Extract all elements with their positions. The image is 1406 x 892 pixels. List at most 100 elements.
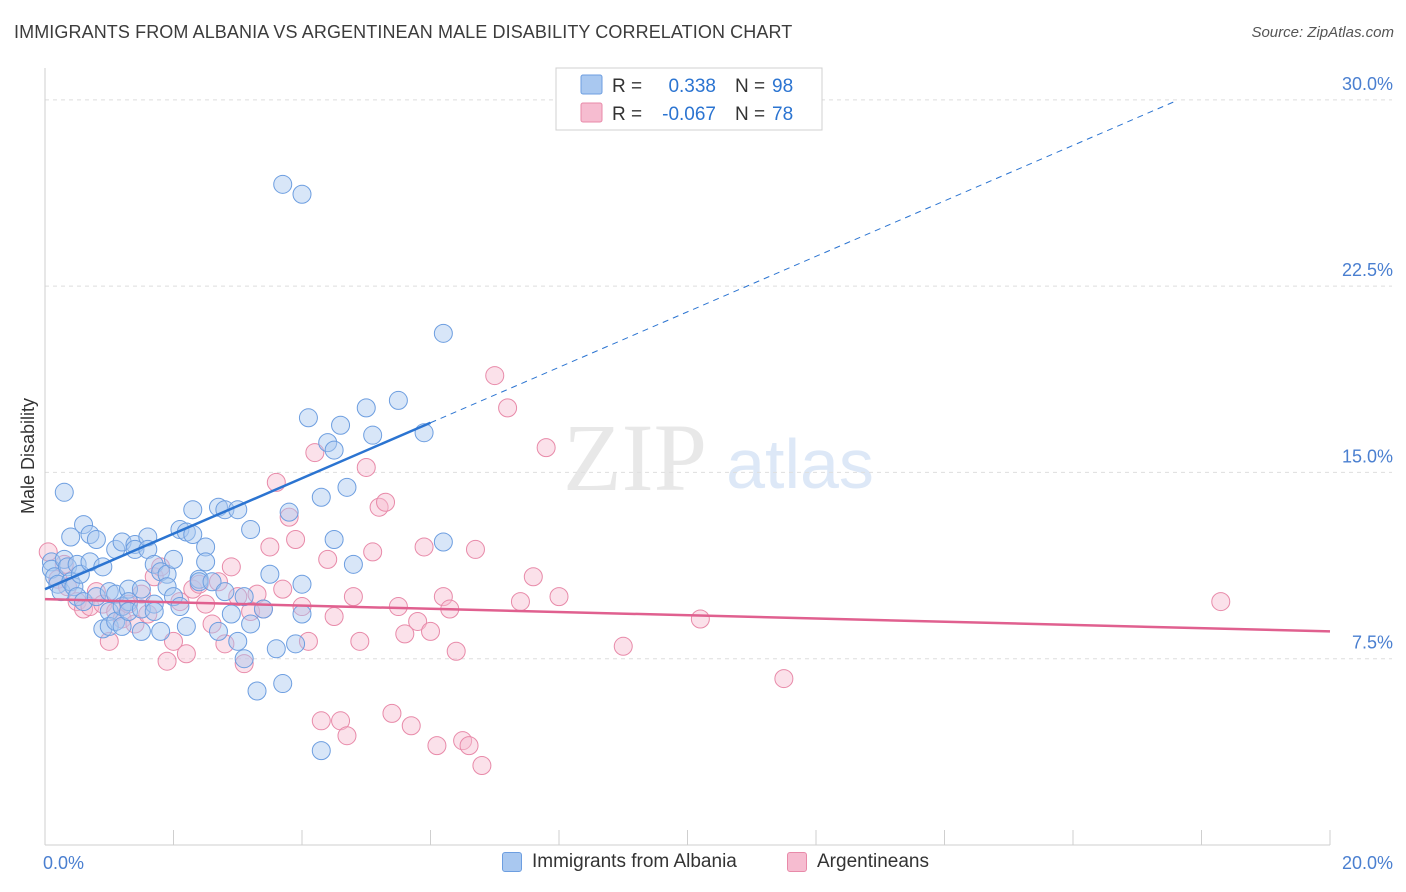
point-albania: [343, 554, 363, 574]
legend-n-label-argentineans: N =: [735, 104, 765, 125]
point-albania: [221, 604, 241, 624]
point-albania: [176, 616, 196, 636]
point-albania: [286, 634, 306, 654]
point-albania: [80, 525, 100, 545]
point-albania: [144, 594, 164, 614]
point-argentineans: [498, 398, 518, 418]
chart-source: Source: ZipAtlas.com: [1251, 24, 1394, 41]
point-argentineans: [408, 611, 428, 631]
point-albania: [241, 614, 261, 634]
point-argentineans: [388, 597, 408, 617]
point-argentineans: [427, 736, 447, 756]
point-albania: [279, 502, 299, 522]
point-albania: [228, 631, 248, 651]
point-argentineans: [99, 631, 119, 651]
watermark-atlas: atlas: [726, 425, 874, 503]
point-albania: [253, 599, 273, 619]
legend-r-label-argentineans: R =: [612, 104, 642, 125]
point-albania: [266, 639, 286, 659]
point-argentineans: [305, 443, 325, 463]
point-albania: [208, 621, 228, 641]
point-argentineans: [164, 631, 183, 651]
x-tick-label-max: 20.0%: [1342, 853, 1393, 873]
legend-n-label-albania: N =: [735, 76, 765, 97]
point-albania: [234, 587, 254, 607]
point-argentineans: [465, 539, 485, 559]
y-axis-label: Male Disability: [18, 398, 38, 514]
point-albania: [170, 597, 190, 617]
trendline-albania: [44, 421, 431, 591]
point-argentineans: [356, 457, 376, 477]
legend-top: R = 0.338 N = 98 R = -0.067 N = 78: [555, 67, 823, 131]
chart-title: IMMIGRANTS FROM ALBANIA VS ARGENTINEAN M…: [14, 22, 793, 42]
point-albania: [260, 564, 280, 584]
point-argentineans: [369, 497, 389, 517]
point-albania: [86, 529, 106, 549]
point-argentineans: [279, 507, 299, 527]
point-albania: [234, 649, 254, 669]
point-albania: [196, 552, 216, 572]
point-albania: [202, 572, 222, 592]
trendline-albania-extension: [430, 100, 1176, 424]
trend-lines: [44, 100, 1331, 633]
point-albania: [144, 554, 164, 574]
legend-bottom-albania: Immigrants from Albania: [502, 851, 737, 873]
point-albania: [331, 415, 351, 435]
watermark-zip: ZIP: [563, 404, 707, 511]
point-albania: [74, 515, 94, 535]
point-albania: [298, 408, 318, 428]
point-argentineans: [536, 438, 556, 458]
point-albania: [292, 184, 312, 204]
grid-lines: [45, 99, 1392, 660]
point-argentineans: [324, 606, 344, 626]
point-albania: [324, 440, 344, 460]
point-argentineans: [395, 624, 415, 644]
y-tick-label: 22.5%: [1342, 260, 1393, 280]
point-albania: [273, 674, 293, 694]
point-argentineans: [157, 651, 177, 671]
point-argentineans: [485, 366, 505, 386]
point-albania: [337, 477, 357, 497]
x-ticks: [44, 830, 1331, 845]
point-argentineans: [453, 731, 473, 751]
point-albania: [311, 487, 331, 507]
point-argentineans: [273, 579, 293, 599]
point-albania: [144, 602, 164, 622]
point-argentineans: [208, 572, 228, 592]
point-argentineans: [376, 492, 396, 512]
point-albania: [388, 390, 408, 410]
legend-bottom-label-argentineans: Argentineans: [817, 851, 929, 872]
legend-bottom-label-albania: Immigrants from Albania: [532, 851, 737, 872]
point-argentineans: [510, 592, 530, 612]
legend-swatch-albania: [580, 74, 603, 95]
point-argentineans: [202, 614, 222, 634]
point-albania: [99, 602, 119, 622]
point-argentineans: [433, 587, 453, 607]
point-albania: [183, 500, 203, 520]
point-argentineans: [774, 669, 794, 689]
point-albania: [356, 398, 376, 418]
legend-n-value-argentineans: 78: [772, 104, 793, 125]
point-argentineans: [414, 537, 434, 557]
point-argentineans: [67, 592, 87, 612]
point-argentineans: [221, 557, 241, 577]
point-albania: [131, 621, 151, 641]
point-albania: [292, 574, 312, 594]
legend-bottom-argentineans: Argentineans: [787, 851, 929, 873]
point-argentineans: [613, 636, 633, 656]
point-argentineans: [1211, 592, 1231, 612]
point-argentineans: [350, 631, 370, 651]
point-albania: [433, 323, 453, 343]
legend-r-value-argentineans: -0.067: [662, 104, 716, 125]
point-albania: [164, 549, 183, 569]
legend-bottom-swatch-argentineans: [787, 852, 807, 872]
point-argentineans: [234, 654, 254, 674]
point-argentineans: [421, 621, 440, 641]
y-tick-label: 30.0%: [1342, 74, 1393, 94]
point-argentineans: [690, 609, 710, 629]
point-albania: [157, 577, 177, 597]
point-argentineans: [176, 644, 196, 664]
legend-r-value-albania: 0.338: [668, 76, 716, 97]
y-tick-label: 7.5%: [1352, 633, 1393, 653]
point-argentineans: [343, 587, 363, 607]
